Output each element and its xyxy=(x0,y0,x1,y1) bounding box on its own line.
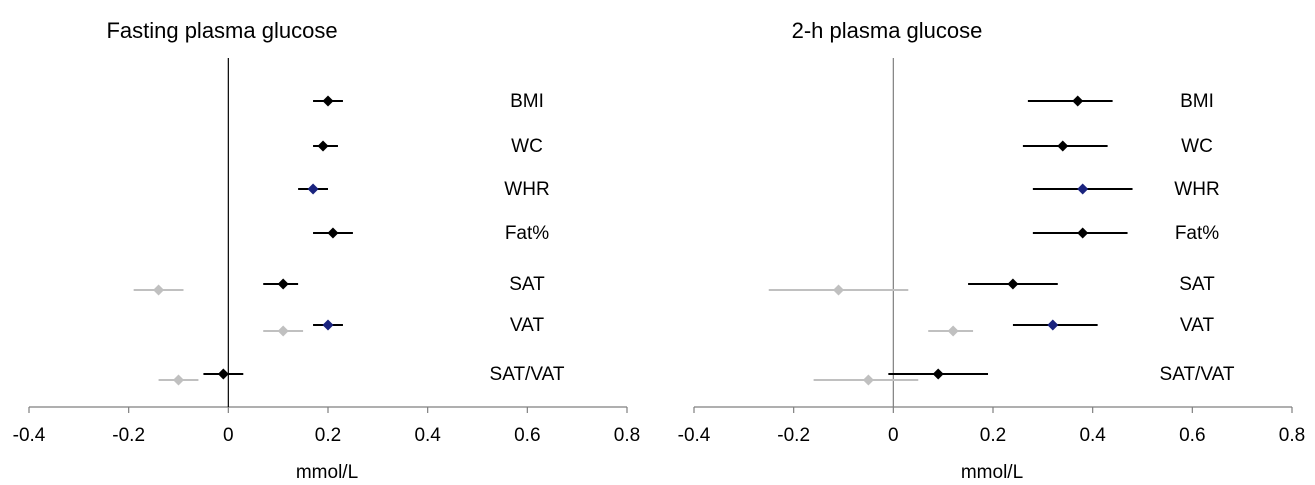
variable-label-2h: BMI xyxy=(1180,91,1214,112)
x-tick-label-2h: -0.2 xyxy=(777,425,810,446)
point-estimate-marker-fasting xyxy=(153,284,165,296)
variable-label-fasting: Fat% xyxy=(505,223,549,244)
point-estimate-marker-fasting xyxy=(307,183,319,195)
variable-label-fasting: VAT xyxy=(510,315,545,336)
variable-label-fasting: SAT xyxy=(509,274,545,295)
point-estimate-marker-2h xyxy=(1057,140,1069,152)
variable-label-2h: SAT/VAT xyxy=(1160,364,1235,385)
variable-label-2h: SAT xyxy=(1179,274,1215,295)
chart-title-2h: 2-h plasma glucose xyxy=(792,18,983,43)
x-tick-label-fasting: 0.8 xyxy=(614,425,640,446)
variable-label-2h: WHR xyxy=(1174,179,1219,200)
x-tick-label-2h: 0 xyxy=(888,425,899,446)
variable-label-fasting: BMI xyxy=(510,91,544,112)
point-estimate-marker-fasting xyxy=(217,368,229,380)
point-estimate-marker-2h xyxy=(833,284,845,296)
x-axis-label-2h: mmol/L xyxy=(961,462,1023,483)
point-estimate-marker-2h xyxy=(1047,319,1059,331)
point-estimate-marker-2h xyxy=(947,325,959,337)
point-estimate-marker-fasting xyxy=(277,278,289,290)
point-estimate-marker-fasting xyxy=(277,325,289,337)
variable-label-2h: Fat% xyxy=(1175,223,1219,244)
point-estimate-marker-2h xyxy=(1007,278,1019,290)
x-tick-label-2h: 0.6 xyxy=(1179,425,1205,446)
x-tick-label-fasting: 0.4 xyxy=(414,425,441,446)
variable-label-2h: VAT xyxy=(1180,315,1215,336)
x-tick-label-fasting: 0.2 xyxy=(315,425,341,446)
x-tick-label-fasting: 0.6 xyxy=(514,425,540,446)
chart-title-fasting: Fasting plasma glucose xyxy=(106,18,337,43)
x-tick-label-2h: 0.4 xyxy=(1079,425,1106,446)
x-tick-label-fasting: -0.4 xyxy=(13,425,46,446)
x-tick-label-2h: 0.2 xyxy=(980,425,1006,446)
point-estimate-marker-fasting xyxy=(173,374,184,386)
point-estimate-marker-fasting xyxy=(322,319,334,331)
point-estimate-marker-fasting xyxy=(322,95,334,107)
point-estimate-marker-2h xyxy=(1077,183,1089,195)
variable-label-fasting: WC xyxy=(511,136,543,157)
point-estimate-marker-2h xyxy=(1072,95,1084,107)
variable-label-2h: WC xyxy=(1181,136,1213,157)
point-estimate-marker-fasting xyxy=(317,140,329,152)
variable-label-fasting: SAT/VAT xyxy=(490,364,565,385)
x-tick-label-fasting: -0.2 xyxy=(112,425,145,446)
variable-label-fasting: WHR xyxy=(504,179,549,200)
point-estimate-marker-2h xyxy=(1077,227,1089,239)
point-estimate-marker-fasting xyxy=(327,227,339,239)
point-estimate-marker-2h xyxy=(862,374,874,386)
x-tick-label-2h: 0.8 xyxy=(1279,425,1305,446)
x-tick-label-2h: -0.4 xyxy=(678,425,711,446)
x-axis-label-fasting: mmol/L xyxy=(296,462,358,483)
x-tick-label-fasting: 0 xyxy=(223,425,234,446)
point-estimate-marker-2h xyxy=(932,368,944,380)
